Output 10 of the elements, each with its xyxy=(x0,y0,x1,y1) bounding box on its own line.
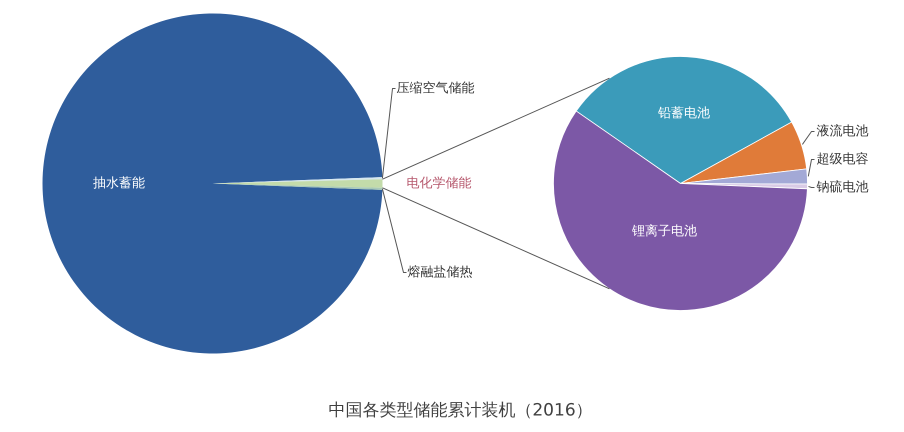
slice-label: 铅蓄电池 xyxy=(657,106,710,122)
slice-label: 抽水蓄能 xyxy=(93,176,145,191)
slice-label: 锂离子电池 xyxy=(630,223,697,240)
slice-label: 液流电池 xyxy=(816,123,868,139)
text: 中国各类型储能累计装机（2016） xyxy=(328,400,593,420)
slice-label: 电化学储能 xyxy=(406,176,472,191)
slice-label: 超级电容 xyxy=(816,151,868,167)
slice-label: 钠硫电池 xyxy=(816,180,868,195)
slice-label: 压缩空气储能 xyxy=(396,81,474,96)
slice-label: 熔融盐储热 xyxy=(408,265,472,280)
